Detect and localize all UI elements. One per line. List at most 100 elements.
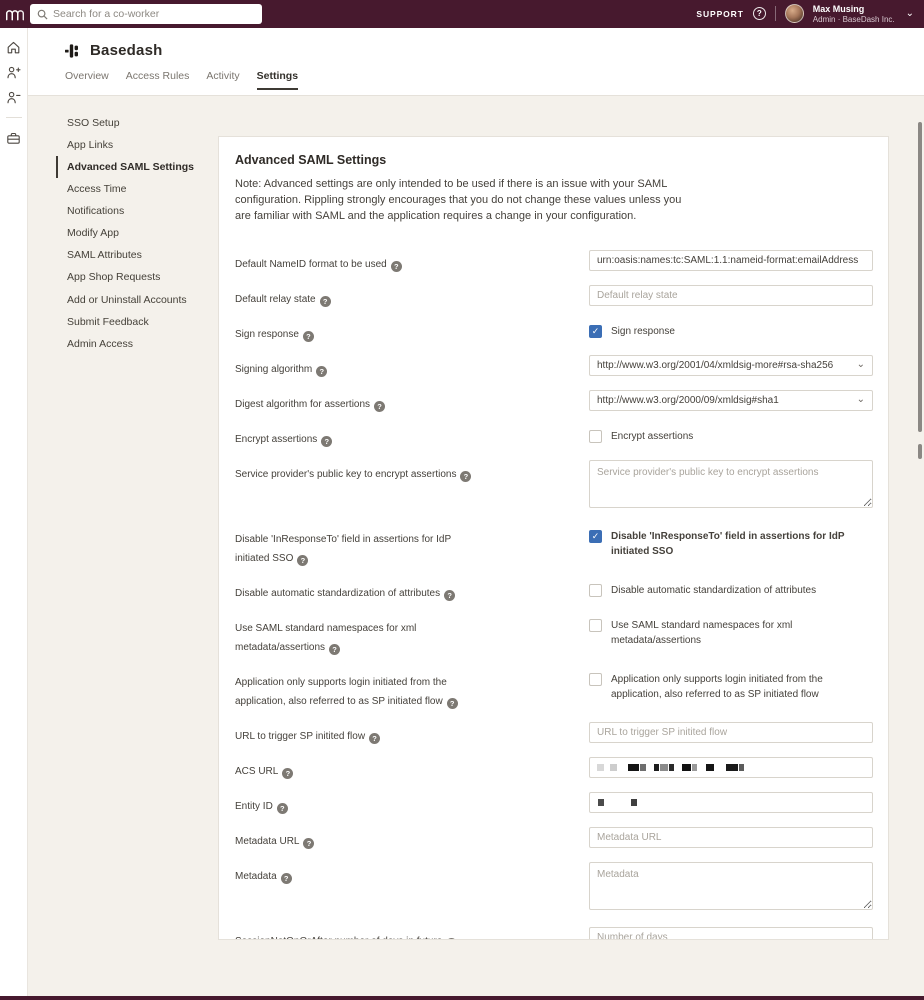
- input-default-relay-state[interactable]: [589, 284, 873, 306]
- user-meta: Max Musing Admin · BaseDash Inc.: [813, 4, 895, 24]
- field-label-saml-standard-namespaces: Use SAML standard namespaces for xml met…: [235, 614, 589, 656]
- help-icon[interactable]: ?: [321, 435, 333, 447]
- field-label-text: Entity ID: [235, 800, 273, 812]
- sidebar-item-app-shop-requests[interactable]: App Shop Requests: [67, 271, 161, 284]
- input-metadata-url[interactable]: [589, 826, 873, 848]
- field-label-default-nameid-format: Default NameID format to be used?: [235, 250, 589, 273]
- user-avatar[interactable]: [784, 4, 804, 24]
- chevron-down-icon[interactable]: ⌄: [905, 8, 914, 20]
- checkbox-checked-icon[interactable]: ✓: [589, 324, 602, 338]
- field-control-encrypt-assertions: Encrypt assertions: [589, 425, 873, 444]
- field-label-text: Encrypt assertions: [235, 433, 318, 445]
- help-icon[interactable]: ?: [374, 400, 386, 412]
- field-label-text: Signing algorithm: [235, 363, 313, 375]
- add-user-icon[interactable]: [6, 64, 22, 80]
- field-label-metadata-url: Metadata URL?: [235, 827, 589, 850]
- sidebar-item-admin-access[interactable]: Admin Access: [67, 337, 133, 350]
- global-search: [30, 4, 262, 24]
- checkbox-sign-response[interactable]: ✓ Sign response: [589, 320, 873, 339]
- checkbox-unchecked-icon[interactable]: [589, 429, 602, 443]
- help-icon[interactable]: ?: [329, 643, 341, 655]
- search-icon: [37, 9, 48, 20]
- field-control-sp-initiated-only: Application only supports login initiate…: [589, 668, 873, 702]
- checkbox-disable-auto-standardization[interactable]: Disable automatic standardization of att…: [589, 579, 873, 598]
- textarea-metadata[interactable]: [589, 861, 873, 910]
- card-note: Note: Advanced settings are only intende…: [235, 178, 682, 222]
- field-control-saml-standard-namespaces: Use SAML standard namespaces for xml met…: [589, 614, 873, 648]
- topbar-right: SUPPORT ? Max Musing Admin · BaseDash In…: [696, 4, 924, 24]
- field-label-signing-algorithm: Signing algorithm?: [235, 355, 589, 378]
- field-label-disable-auto-standardization: Disable automatic standardization of att…: [235, 579, 589, 602]
- redacted-entity-id[interactable]: [589, 791, 873, 813]
- field-label-digest-algorithm: Digest algorithm for assertions?: [235, 390, 589, 413]
- sidebar-item-add-or-uninstall-accounts[interactable]: Add or Uninstall Accounts: [67, 293, 187, 306]
- tab-settings[interactable]: Settings: [256, 70, 299, 90]
- rippling-logo-icon[interactable]: [0, 7, 28, 22]
- help-circle-icon[interactable]: ?: [752, 7, 766, 21]
- checkbox-encrypt-assertions[interactable]: Encrypt assertions: [589, 425, 873, 444]
- sidebar-item-notifications[interactable]: Notifications: [67, 205, 125, 218]
- sidebar-item-saml-attributes[interactable]: SAML Attributes: [67, 249, 142, 262]
- scrollbar-thumb[interactable]: [918, 122, 922, 432]
- topbar-divider: [774, 6, 776, 22]
- help-icon[interactable]: ?: [460, 470, 472, 482]
- field-label-text: Application only supports login initiate…: [235, 676, 447, 707]
- select-signing-algorithm[interactable]: http://www.w3.org/2001/04/xmldsig-more#r…: [589, 354, 873, 376]
- help-icon[interactable]: ?: [319, 295, 331, 307]
- card-title: Advanced SAML Settings: [235, 153, 387, 167]
- support-link[interactable]: SUPPORT: [696, 8, 744, 19]
- checkbox-saml-standard-namespaces[interactable]: Use SAML standard namespaces for xml met…: [589, 614, 873, 648]
- help-icon[interactable]: ?: [446, 937, 458, 939]
- help-icon[interactable]: ?: [316, 365, 328, 377]
- form-row-session-days: SessionNotOnOrAfter number of days in fu…: [235, 926, 873, 939]
- redacted-block: [610, 763, 617, 771]
- select-digest-algorithm[interactable]: http://www.w3.org/2000/09/xmldsig#sha1 ⌄: [589, 389, 873, 411]
- sidebar-item-access-time[interactable]: Access Time: [67, 183, 127, 196]
- scrollbar-thumb[interactable]: [918, 444, 922, 459]
- help-icon[interactable]: ?: [390, 260, 402, 272]
- field-label-entity-id: Entity ID?: [235, 792, 589, 815]
- briefcase-icon[interactable]: [6, 130, 22, 146]
- checkbox-checked-icon[interactable]: ✓: [589, 529, 602, 543]
- input-session-days[interactable]: [589, 926, 873, 939]
- field-control-metadata: [589, 861, 873, 915]
- checkbox-unchecked-icon[interactable]: [589, 583, 602, 597]
- sidebar-item-submit-feedback[interactable]: Submit Feedback: [67, 315, 149, 328]
- help-icon[interactable]: ?: [297, 554, 309, 566]
- textarea-sp-public-key[interactable]: [589, 459, 873, 508]
- sidebar-item-advanced-saml-settings[interactable]: Advanced SAML Settings: [56, 156, 226, 179]
- chevron-down-icon: ⌄: [856, 359, 865, 371]
- checkbox-unchecked-icon[interactable]: [589, 618, 602, 632]
- help-icon[interactable]: ?: [276, 802, 288, 814]
- form-row-sign-response: Sign response? ✓ Sign response: [235, 320, 872, 343]
- remove-user-icon[interactable]: [6, 89, 22, 105]
- help-icon[interactable]: ?: [444, 589, 456, 601]
- sidebar-item-modify-app[interactable]: Modify App: [67, 227, 119, 240]
- checkbox-unchecked-icon[interactable]: [589, 672, 602, 686]
- checkbox-disable-inresponseto[interactable]: ✓ Disable 'InResponseTo' field in asserti…: [589, 525, 873, 559]
- checkbox-label: Use SAML standard namespaces for xml met…: [611, 619, 793, 646]
- sidebar-item-app-links[interactable]: App Links: [67, 139, 114, 152]
- field-control-digest-algorithm: http://www.w3.org/2000/09/xmldsig#sha1 ⌄: [589, 389, 873, 411]
- input-default-nameid-format[interactable]: [589, 249, 873, 271]
- help-icon[interactable]: ?: [446, 697, 458, 709]
- help-icon[interactable]: ?: [369, 732, 381, 744]
- sidebar-item-sso-setup[interactable]: SSO Setup: [67, 117, 120, 129]
- home-icon[interactable]: [6, 39, 22, 55]
- tab-activity[interactable]: Activity: [206, 70, 240, 82]
- field-label-text: Default NameID format to be used: [235, 258, 387, 270]
- redacted-acs-url[interactable]: [589, 756, 873, 778]
- redacted-block: [669, 763, 674, 771]
- checkbox-sp-initiated-only[interactable]: Application only supports login initiate…: [589, 668, 873, 702]
- select-value: http://www.w3.org/2001/04/xmldsig-more#r…: [597, 359, 834, 371]
- field-label-text: SessionNotOnOrAfter number of days in fu…: [235, 936, 442, 939]
- help-icon[interactable]: ?: [302, 330, 314, 342]
- tab-access-rules[interactable]: Access Rules: [125, 70, 190, 82]
- help-icon[interactable]: ?: [280, 872, 292, 884]
- help-icon[interactable]: ?: [282, 767, 294, 779]
- tab-overview[interactable]: Overview: [65, 70, 109, 82]
- search-input[interactable]: [53, 8, 255, 20]
- help-icon[interactable]: ?: [303, 837, 315, 849]
- input-sp-initiated-url[interactable]: [589, 721, 873, 743]
- field-label-text: Service provider's public key to encrypt…: [235, 468, 457, 480]
